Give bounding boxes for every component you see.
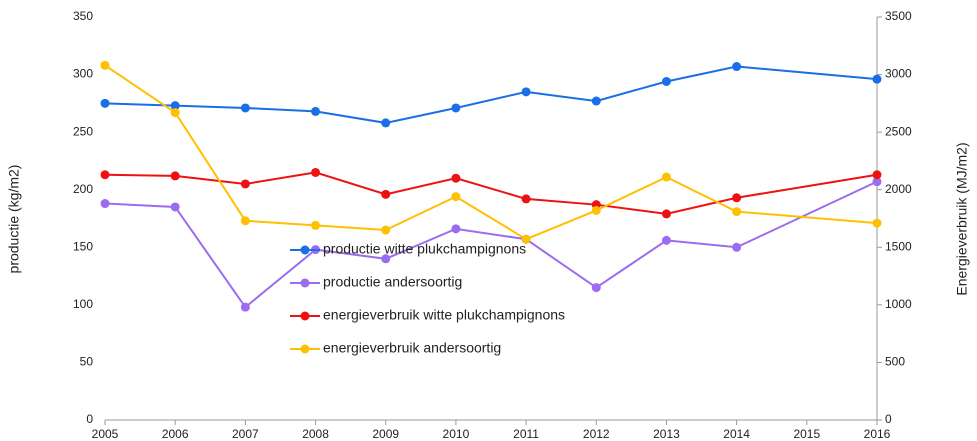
x-tick-label: 2009 — [372, 427, 399, 441]
series-line — [104, 65, 878, 124]
y2-tick-label: 2000 — [885, 182, 912, 196]
data-point — [451, 192, 461, 202]
y-tick-label: 50 — [80, 355, 94, 369]
y2-tick-label: 1000 — [885, 297, 912, 311]
data-point — [451, 103, 461, 113]
data-point — [170, 108, 180, 118]
x-tick-label: 2005 — [92, 427, 119, 441]
y2-tick-label: 0 — [885, 412, 892, 426]
y-tick-label: 250 — [73, 124, 93, 138]
y2-tick-label: 3000 — [885, 67, 912, 81]
data-point — [661, 172, 671, 182]
data-point — [872, 218, 882, 228]
legend-swatch — [300, 344, 310, 354]
series-line — [104, 171, 878, 215]
y2-tick-label: 3500 — [885, 9, 912, 23]
data-point — [240, 302, 250, 312]
data-point — [381, 118, 391, 128]
y-tick-label: 100 — [73, 297, 93, 311]
x-tick-label: 2006 — [162, 427, 189, 441]
data-point — [311, 167, 321, 177]
x-tick-label: 2011 — [513, 427, 539, 441]
x-tick-label: 2010 — [443, 427, 470, 441]
legend-label: productie andersoortig — [323, 274, 462, 290]
x-tick-label: 2012 — [583, 427, 610, 441]
x-tick-label: 2016 — [864, 427, 891, 441]
data-point — [661, 235, 671, 245]
data-point — [732, 242, 742, 252]
y-tick-label: 300 — [73, 67, 93, 81]
legend-label: productie witte plukchampignons — [323, 241, 526, 257]
data-point — [311, 220, 321, 230]
data-point — [732, 207, 742, 217]
data-point — [872, 170, 882, 180]
data-point — [732, 62, 742, 72]
data-point — [451, 224, 461, 234]
data-point — [381, 225, 391, 235]
data-point — [170, 171, 180, 181]
data-point — [872, 74, 882, 84]
x-tick-label: 2014 — [723, 427, 750, 441]
y-tick-label: 200 — [73, 182, 93, 196]
data-point — [100, 170, 110, 180]
data-point — [240, 103, 250, 113]
data-point — [170, 101, 180, 111]
x-tick-label: 2013 — [653, 427, 680, 441]
y2-tick-label: 1500 — [885, 239, 912, 253]
data-point — [661, 76, 671, 86]
data-point — [591, 205, 601, 215]
x-tick-label: 2008 — [302, 427, 329, 441]
x-tick-label: 2015 — [793, 427, 820, 441]
data-point — [100, 60, 110, 70]
data-point — [591, 283, 601, 293]
data-point — [451, 173, 461, 183]
y-tick-label: 350 — [73, 9, 93, 23]
legend-swatch — [300, 278, 310, 288]
y-tick-label: 150 — [73, 239, 93, 253]
legend-label: energieverbruik andersoortig — [323, 340, 501, 356]
legend-swatch — [300, 311, 310, 321]
x-tick-label: 2007 — [232, 427, 259, 441]
data-point — [521, 234, 531, 244]
y2-tick-label: 500 — [885, 355, 905, 369]
y-tick-label: 0 — [86, 412, 93, 426]
data-point — [521, 87, 531, 97]
y-axis-title: productie (kg/m2) — [6, 165, 22, 274]
data-point — [240, 216, 250, 226]
y2-tick-label: 2500 — [885, 124, 912, 138]
data-point — [732, 193, 742, 203]
data-point — [240, 179, 250, 189]
y2-axis-title: Energieverbruik (MJ/m2) — [954, 142, 970, 295]
data-point — [591, 96, 601, 106]
series-line — [104, 64, 878, 241]
data-point — [381, 189, 391, 199]
data-point — [381, 254, 391, 264]
data-point — [872, 177, 882, 187]
data-point — [661, 209, 671, 219]
data-point — [170, 202, 180, 212]
data-point — [311, 106, 321, 116]
legend-label: energieverbruik witte plukchampignons — [323, 307, 565, 323]
legend-swatch — [300, 245, 310, 255]
data-point — [100, 199, 110, 209]
data-point — [100, 98, 110, 108]
data-point — [521, 194, 531, 204]
